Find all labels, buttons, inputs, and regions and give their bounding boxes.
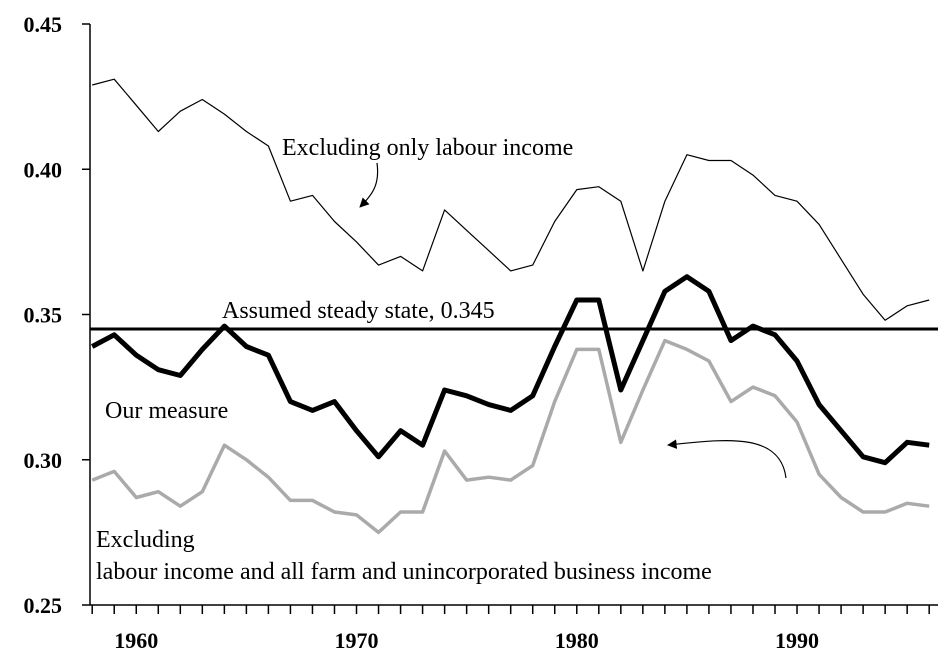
annotation: Excluding	[96, 527, 195, 553]
annotation: labour income and all farm and unincorpo…	[96, 559, 712, 585]
y-tick-label: 0.30	[24, 448, 63, 473]
annotation: Our measure	[105, 398, 228, 424]
arrow	[359, 162, 379, 208]
arrow	[667, 439, 787, 479]
annotation: Excluding only labour income	[282, 135, 573, 161]
annotation: Assumed steady state, 0.345	[222, 298, 495, 324]
series-line	[91, 274, 930, 466]
x-tick-label: 1990	[775, 628, 819, 653]
x-tick-label: 1980	[555, 628, 599, 653]
x-tick-label: 1970	[335, 628, 379, 653]
x-tick-label: 1960	[114, 628, 158, 653]
y-tick-label: 0.40	[24, 157, 63, 182]
series-line	[92, 78, 930, 321]
y-tick-label: 0.35	[24, 303, 63, 328]
y-tick-label: 0.45	[24, 12, 63, 37]
y-tick-label: 0.25	[24, 593, 63, 618]
series-line	[91, 338, 930, 535]
